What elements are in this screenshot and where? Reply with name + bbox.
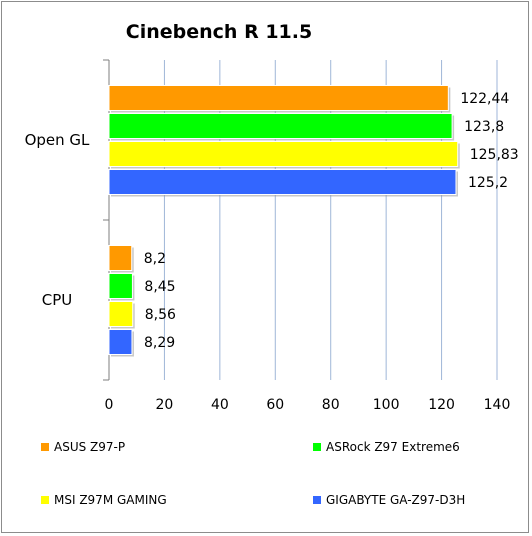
axes: 0 20 40 60 80 100 120 140 Open GL CPU — [25, 59, 511, 413]
bar — [108, 329, 133, 355]
legend-swatch — [313, 443, 321, 451]
category-label: Open GL — [25, 131, 90, 149]
data-label: 8,56 — [145, 307, 176, 323]
legend-swatch — [41, 443, 49, 451]
data-label: 123,8 — [464, 119, 504, 135]
legend-swatch — [313, 496, 321, 504]
legend-label: GIGABYTE GA-Z97-D3H — [326, 493, 465, 507]
x-tick-label: 120 — [428, 397, 455, 413]
x-tick-label: 80 — [322, 397, 340, 413]
bars — [108, 85, 460, 357]
legend-label: MSI Z97M GAMING — [54, 493, 167, 507]
value-labels: 122,44 123,8 125,83 125,2 8,2 8,45 8,56 8,29 — [144, 91, 519, 351]
x-tick-label: 60 — [266, 397, 284, 413]
bar — [108, 85, 449, 111]
data-label: 125,83 — [470, 147, 519, 163]
bar — [108, 169, 457, 195]
x-tick-label: 100 — [373, 397, 400, 413]
data-label: 122,44 — [460, 91, 509, 107]
data-label: 8,2 — [144, 251, 166, 267]
legend: ASUS Z97-P ASRock Z97 Extreme6 MSI Z97M GA… — [41, 440, 465, 507]
bar — [108, 245, 133, 271]
data-label: 125,2 — [468, 175, 508, 191]
x-tick-label: 40 — [211, 397, 229, 413]
data-label: 8,29 — [144, 335, 175, 351]
x-tick-label: 20 — [156, 397, 174, 413]
bar — [108, 141, 459, 167]
legend-label: ASRock Z97 Extreme6 — [326, 440, 460, 454]
x-tick-label: 140 — [484, 397, 511, 413]
data-label: 8,45 — [144, 279, 175, 295]
category-label: CPU — [42, 291, 73, 309]
bar — [108, 273, 133, 299]
legend-swatch — [41, 496, 49, 504]
bar — [108, 301, 134, 327]
bar — [108, 113, 453, 139]
legend-label: ASUS Z97-P — [54, 440, 125, 454]
x-tick-label: 0 — [105, 397, 114, 413]
chart-title: Cinebench R 11.5 — [126, 21, 312, 43]
